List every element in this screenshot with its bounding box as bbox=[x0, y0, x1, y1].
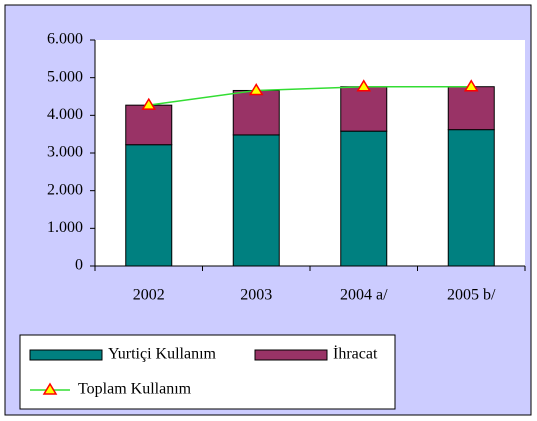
bar bbox=[232, 89, 280, 136]
x-tick-label: 2002 bbox=[133, 287, 165, 304]
y-tick-label: 6.000 bbox=[47, 31, 83, 48]
y-tick-label: 0 bbox=[75, 257, 83, 274]
legend-label: Toplam Kullanım bbox=[78, 381, 192, 398]
marker bbox=[463, 79, 479, 92]
legend-swatch bbox=[254, 349, 328, 361]
marker bbox=[141, 97, 157, 110]
bar bbox=[340, 130, 388, 267]
bar bbox=[232, 134, 280, 267]
marker bbox=[248, 83, 264, 96]
legend-label: İhracat bbox=[333, 345, 378, 363]
y-tick-label: 2.000 bbox=[47, 181, 83, 198]
x-tick-label: 2004 a/ bbox=[340, 287, 388, 304]
y-tick-label: 5.000 bbox=[47, 68, 83, 85]
bar bbox=[447, 86, 495, 131]
x-tick-label: 2003 bbox=[240, 287, 272, 304]
legend-marker bbox=[42, 382, 58, 395]
legend-swatch bbox=[29, 349, 103, 361]
bar bbox=[125, 144, 173, 267]
bar bbox=[340, 86, 388, 132]
y-tick-label: 1.000 bbox=[47, 219, 83, 236]
bar bbox=[125, 104, 173, 146]
marker bbox=[356, 79, 372, 92]
y-tick-label: 3.000 bbox=[47, 144, 83, 161]
bar bbox=[447, 129, 495, 267]
x-tick-label: 2005 b/ bbox=[447, 287, 496, 304]
line bbox=[148, 85, 472, 106]
y-tick-label: 4.000 bbox=[47, 106, 83, 123]
legend-label: Yurtiçi Kullanım bbox=[108, 346, 217, 363]
legend-box bbox=[19, 334, 396, 410]
